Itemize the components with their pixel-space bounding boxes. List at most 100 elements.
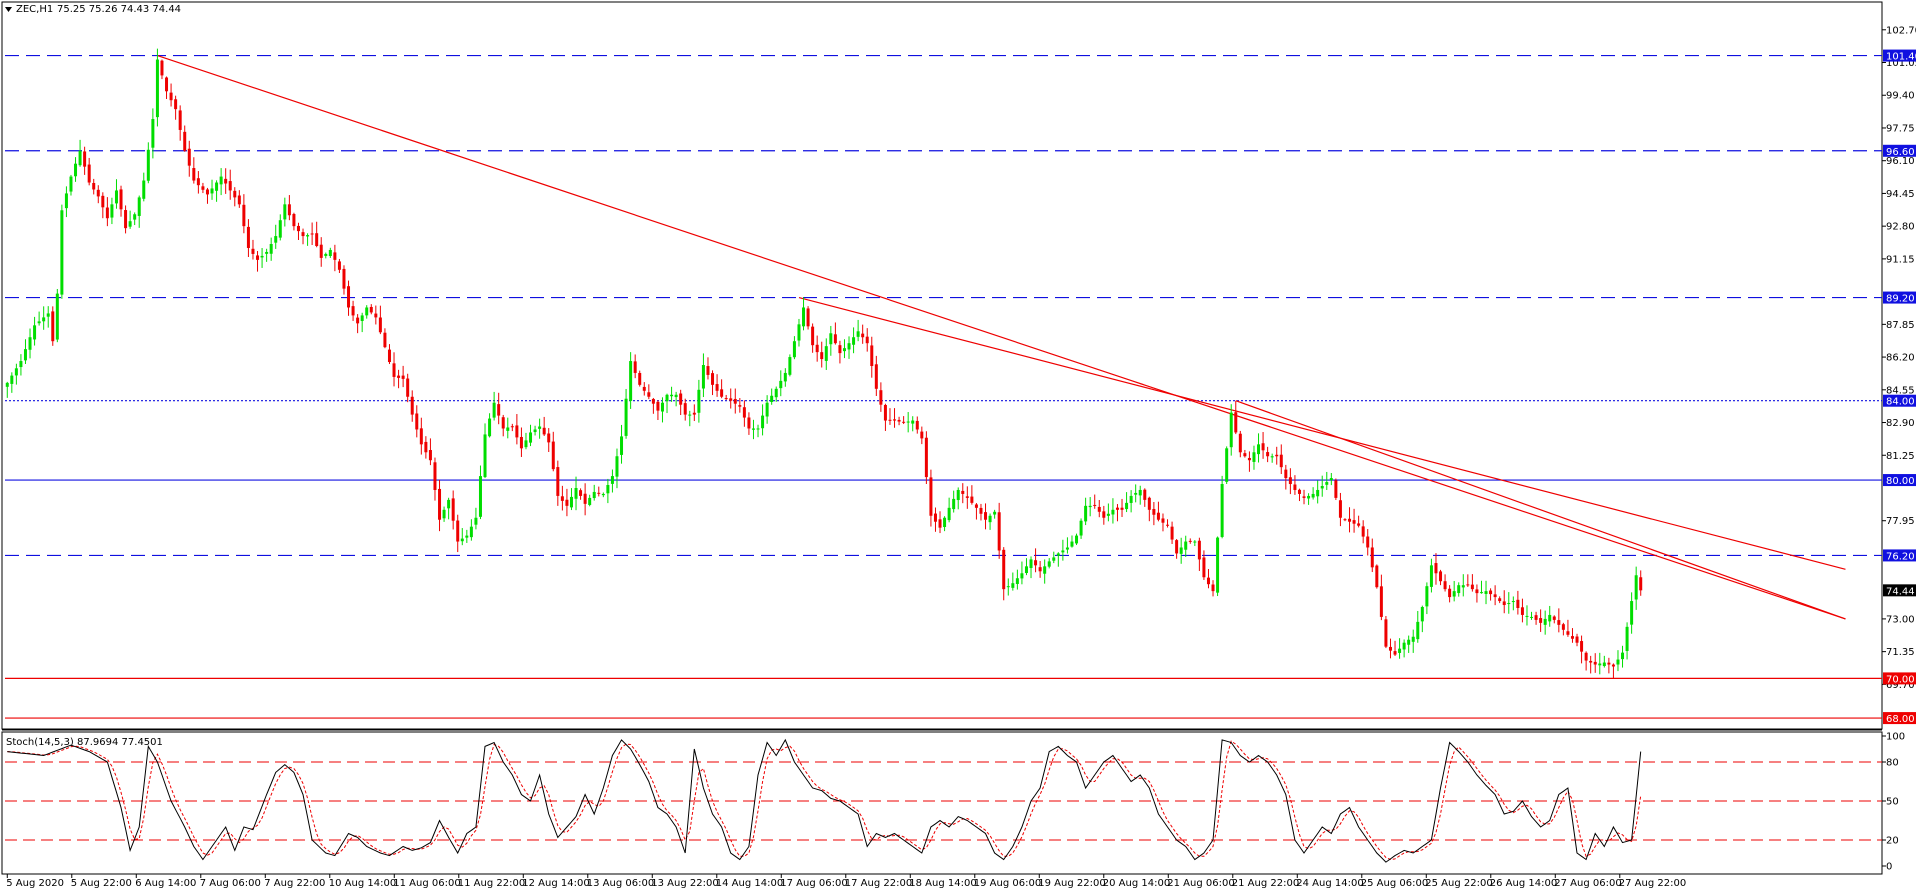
candle-body: [738, 405, 742, 407]
candle-body: [1211, 584, 1215, 592]
level-badges: 101.40 96.60 89.20 84.00 80.00 76.20 70.00 68.0…: [1883, 49, 1916, 725]
candle-body: [319, 244, 323, 258]
time-tick-label: 25 Aug 22:00: [1425, 878, 1492, 889]
candle-body: [515, 425, 519, 438]
candle-body: [46, 313, 50, 317]
candle-body: [1284, 469, 1288, 479]
candle-body: [1516, 599, 1520, 608]
level-badge-label: 96.60: [1886, 147, 1915, 158]
candle-body: [1056, 553, 1060, 556]
candle-body: [547, 433, 551, 443]
candle-body: [533, 429, 537, 433]
level-badge-label: 68.00: [1886, 714, 1915, 725]
candle-body: [1570, 636, 1574, 639]
candle-body: [1416, 621, 1420, 640]
candle-body: [565, 499, 569, 506]
candle-body: [433, 462, 437, 490]
candle-body: [1361, 526, 1365, 537]
candle-body: [806, 308, 810, 327]
candle-body: [160, 60, 164, 76]
candle-body: [1043, 566, 1047, 574]
candle-body: [629, 361, 633, 401]
candle-body: [78, 150, 82, 166]
candle-body: [1288, 477, 1292, 485]
candle-body: [893, 419, 897, 421]
candle-body: [442, 509, 446, 519]
candle-body: [1175, 540, 1179, 554]
time-tick-label: 17 Aug 06:00: [780, 878, 847, 889]
price-tick-label: 86.20: [1886, 353, 1915, 364]
candle-body: [583, 493, 587, 504]
candle-body: [1115, 507, 1119, 510]
candle-body: [1539, 618, 1543, 623]
candle-body: [601, 493, 605, 496]
candle-body: [1079, 520, 1083, 536]
candle-body: [1375, 565, 1379, 588]
level-badge-label: 101.40: [1886, 52, 1916, 63]
candle-body: [638, 372, 642, 385]
candle-body: [333, 252, 337, 260]
candle-body: [1602, 662, 1606, 667]
candle-body: [883, 404, 887, 421]
candle-body: [260, 255, 264, 258]
price-tick-label: 82.90: [1886, 418, 1915, 429]
candle-body: [1338, 500, 1342, 518]
price-tick-label: 81.25: [1886, 451, 1915, 462]
candle-body: [1448, 588, 1452, 598]
candle-body: [142, 180, 146, 199]
candle-body: [210, 188, 214, 194]
candle-body: [133, 214, 137, 220]
time-tick-label: 10 Aug 14:00: [329, 878, 396, 889]
candle-body: [119, 189, 123, 210]
candle-body: [852, 337, 856, 345]
candle-body: [692, 412, 696, 415]
time-tick-label: 14 Aug 14:00: [716, 878, 783, 889]
candle-body: [1106, 513, 1110, 516]
candle-body: [451, 498, 455, 521]
candle-body: [802, 307, 806, 327]
stoch-tick-label: 100: [1886, 732, 1905, 743]
candle-body: [1457, 585, 1461, 594]
candle-body: [711, 373, 715, 385]
candle-body: [756, 428, 760, 430]
candle-body: [428, 450, 432, 461]
candle-body: [10, 375, 14, 384]
candle-body: [1161, 518, 1165, 523]
candle-body: [838, 345, 842, 354]
candle-body: [588, 497, 592, 505]
candle-body: [1348, 518, 1352, 522]
candle-body: [74, 163, 78, 177]
candle-body: [1138, 489, 1142, 496]
candle-body: [460, 538, 464, 542]
candle-body: [1020, 573, 1024, 579]
candle-body: [742, 407, 746, 418]
candle-body: [610, 476, 614, 484]
candle-body: [952, 498, 956, 510]
candle-body: [1598, 663, 1602, 666]
candle-body: [824, 346, 828, 361]
candle-body: [729, 398, 733, 401]
candle-body: [215, 182, 219, 191]
candle-body: [984, 512, 988, 520]
stoch-axis: 100 80 50 20 0: [1882, 732, 1905, 873]
candle-body: [933, 513, 937, 522]
candle-body: [87, 164, 91, 183]
candle-body: [196, 178, 200, 186]
candle-body: [538, 426, 542, 429]
candle-body: [242, 204, 246, 227]
candle-body: [1134, 492, 1138, 495]
candle-body: [993, 511, 997, 515]
candle-body: [697, 389, 701, 413]
stoch-pane-frame: [1, 731, 1883, 875]
symbol-menu-icon[interactable]: [5, 7, 12, 12]
candle-body: [1279, 454, 1283, 468]
candle-body: [178, 110, 182, 130]
candle-body: [378, 317, 382, 333]
candle-body: [1229, 412, 1233, 448]
candle-body: [765, 402, 769, 417]
price-tick-label: 84.55: [1886, 385, 1915, 396]
candle-body: [902, 421, 906, 423]
time-tick-label: 5 Aug 2020: [6, 878, 64, 889]
candle-body: [1147, 497, 1151, 510]
stoch-lines: [7, 738, 1642, 863]
